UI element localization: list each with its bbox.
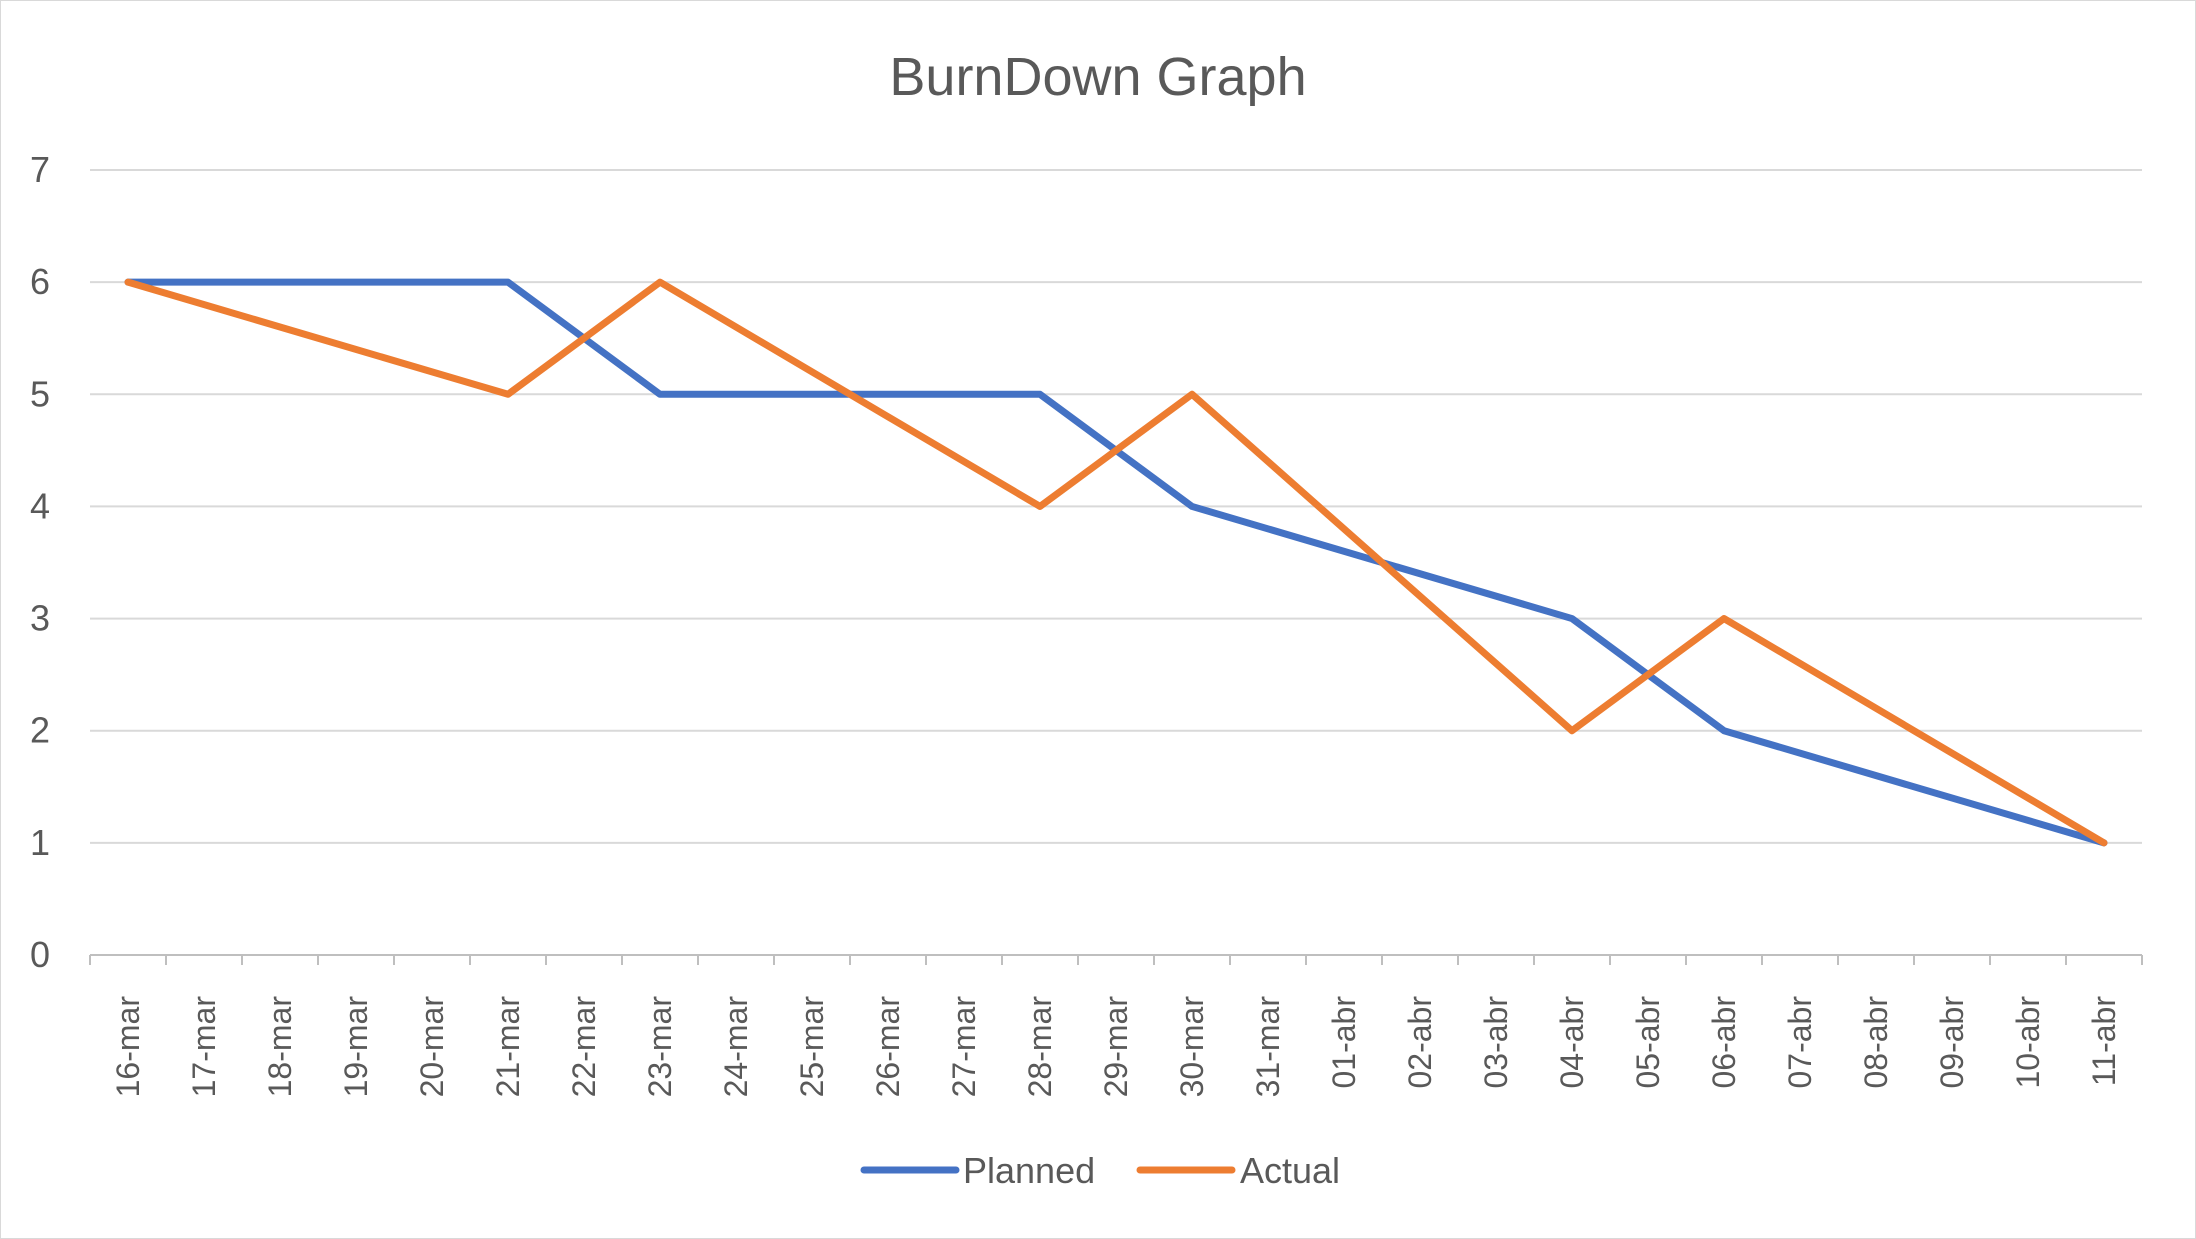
x-axis: 16-mar 17-mar 18-mar 19-mar 20-mar 21-mar 22-m… [89,954,2143,1098]
x-tick-label: 23-mar [642,996,678,1098]
y-tick-label: 4 [30,485,50,526]
y-tick-label: 2 [30,710,50,751]
x-tick-label: 26-mar [870,996,906,1098]
x-tick-label: 06-abr [1706,996,1742,1089]
x-tick-label: 19-mar [338,996,374,1098]
x-tick-label: 17-mar [186,996,222,1098]
x-tick-label: 29-mar [1098,996,1134,1098]
x-tick-label: 22-mar [566,996,602,1098]
series-lines [124,278,2108,847]
x-tick-label: 28-mar [1022,996,1058,1098]
y-tick-label: 1 [30,822,50,863]
y-tick-label: 3 [30,598,50,639]
x-tick-label: 24-mar [718,996,754,1098]
x-tick-label: 10-abr [2010,996,2046,1089]
x-tick-label: 18-mar [262,996,298,1098]
series-line-actual [124,278,2108,847]
y-tick-label: 5 [30,373,50,414]
x-tick-label: 27-mar [946,996,982,1098]
x-tick-label: 25-mar [794,996,830,1098]
x-tick-label: 09-abr [1934,996,1970,1089]
y-tick-label: 7 [30,149,50,190]
legend-label-planned: Planned [963,1150,1095,1191]
x-tick-label: 03-abr [1478,996,1514,1089]
gridlines [90,169,2142,844]
y-tick-label: 0 [30,934,50,975]
legend-label-actual: Actual [1240,1150,1340,1191]
x-tick-label: 05-abr [1630,996,1666,1089]
x-tick-label: 07-abr [1782,996,1818,1089]
x-tick-label: 21-mar [490,996,526,1098]
x-tick-label: 04-abr [1554,996,1590,1089]
x-tick-label: 11-abr [2086,996,2122,1086]
x-tick-label: 02-abr [1402,996,1438,1089]
x-tick-label: 20-mar [414,996,450,1098]
x-tick-label: 31-mar [1250,996,1286,1098]
y-axis-ticks: 0 1 2 3 4 5 6 7 [30,149,50,975]
x-tick-label: 16-mar [110,996,146,1098]
x-tick-label: 08-abr [1858,996,1894,1089]
x-tick-label: 30-mar [1174,996,1210,1098]
x-tick-label: 01-abr [1326,996,1362,1089]
chart-title: BurnDown Graph [889,47,1306,107]
legend: Planned Actual [860,1150,1340,1191]
y-tick-label: 6 [30,261,50,302]
